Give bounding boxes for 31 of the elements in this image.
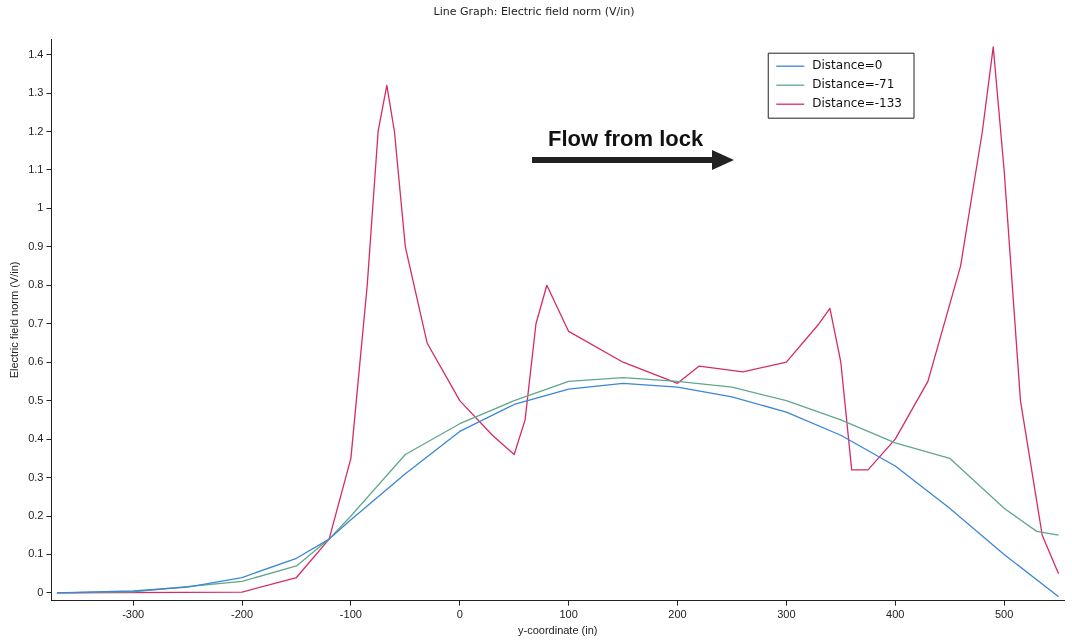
x-tick-label: -200 xyxy=(231,608,254,621)
y-tick-label: 0.5 xyxy=(28,393,44,406)
y-tick-label: 0.6 xyxy=(28,355,44,368)
legend-label: Distance=-133 xyxy=(812,96,903,111)
y-tick-label: 1.3 xyxy=(28,86,44,99)
y-tick-label: 0.3 xyxy=(28,470,44,483)
x-tick-label: 200 xyxy=(668,608,687,621)
y-tick-label: 0 xyxy=(37,585,44,598)
legend-label: Distance=-71 xyxy=(812,77,895,92)
x-tick-label: -100 xyxy=(339,608,362,621)
x-axis-title: y-coordinate (in) xyxy=(518,624,598,637)
y-tick-label: 0.2 xyxy=(28,509,44,522)
y-axis-title: Electric field norm (V/in) xyxy=(7,261,20,379)
y-tick-label: 0.4 xyxy=(28,432,44,445)
legend-label: Distance=0 xyxy=(812,58,883,73)
y-tick-label: 0.8 xyxy=(28,278,44,291)
y-tick-label: 1.2 xyxy=(28,124,44,137)
x-tick-label: 100 xyxy=(559,608,578,621)
x-tick-label: 500 xyxy=(994,608,1014,621)
x-tick-label: -300 xyxy=(122,608,145,621)
x-tick-label: 0 xyxy=(456,608,463,621)
y-tick-label: 1.1 xyxy=(28,162,44,175)
y-tick-label: 1 xyxy=(37,201,44,214)
x-tick-label: 400 xyxy=(886,608,905,621)
y-tick-label: 1.4 xyxy=(28,47,44,60)
y-tick-label: 0.1 xyxy=(28,547,44,560)
annotation: Flow from lock xyxy=(548,126,704,152)
x-tick-label: 300 xyxy=(777,608,796,621)
y-tick-label: 0.7 xyxy=(28,316,44,329)
y-tick-label: 0.9 xyxy=(28,239,44,252)
chart-title: Line Graph: Electric field norm (V/in) xyxy=(433,5,635,19)
